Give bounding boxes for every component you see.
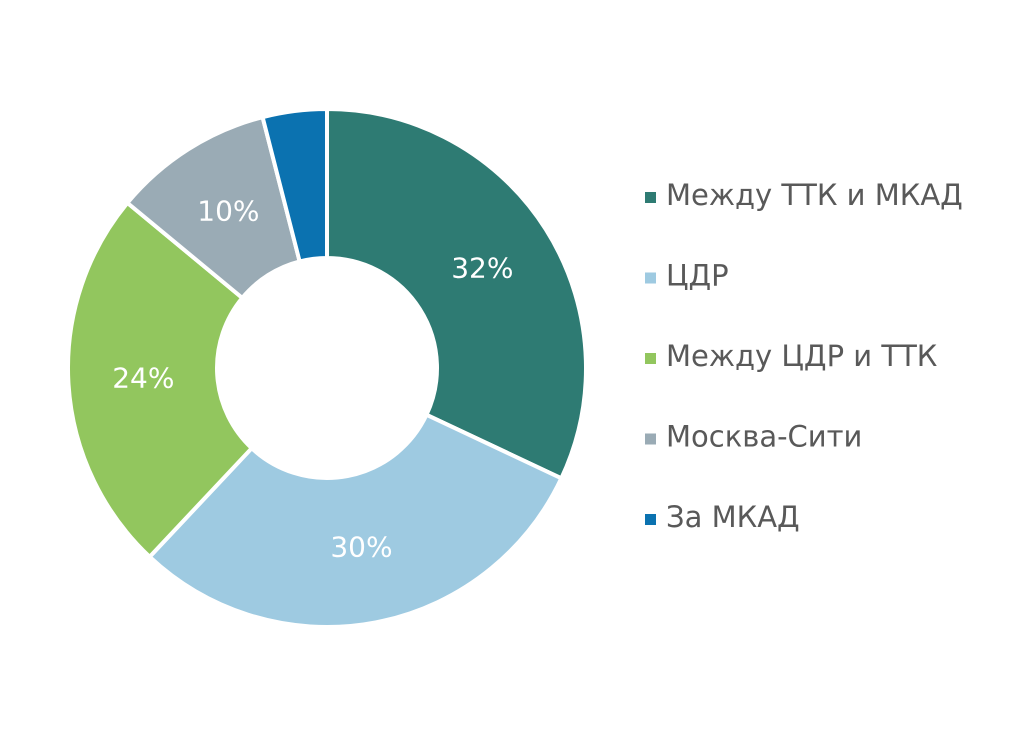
legend-swatch (645, 514, 656, 525)
legend-swatch (645, 433, 656, 445)
value-label: 24% (112, 362, 174, 395)
legend-label: Между ЦДР и ТТК (666, 339, 938, 373)
legend-swatch (645, 272, 656, 284)
legend-label: Между ТТК и МКАД (666, 178, 963, 212)
legend-swatch (645, 353, 656, 364)
donut-slice (260, 106, 329, 264)
value-label: 32% (451, 251, 513, 284)
donut-slice (66, 200, 255, 560)
legend-label: За МКАД (666, 500, 800, 534)
legend-label: ЦДР (666, 259, 729, 293)
donut-slice (146, 412, 565, 629)
donut-slice (325, 106, 588, 481)
donut-slice (124, 114, 303, 301)
legend-swatch (645, 192, 656, 203)
value-label: 30% (330, 531, 392, 564)
legend-label: Москва-Сити (666, 420, 862, 454)
value-label: 10% (197, 195, 259, 228)
